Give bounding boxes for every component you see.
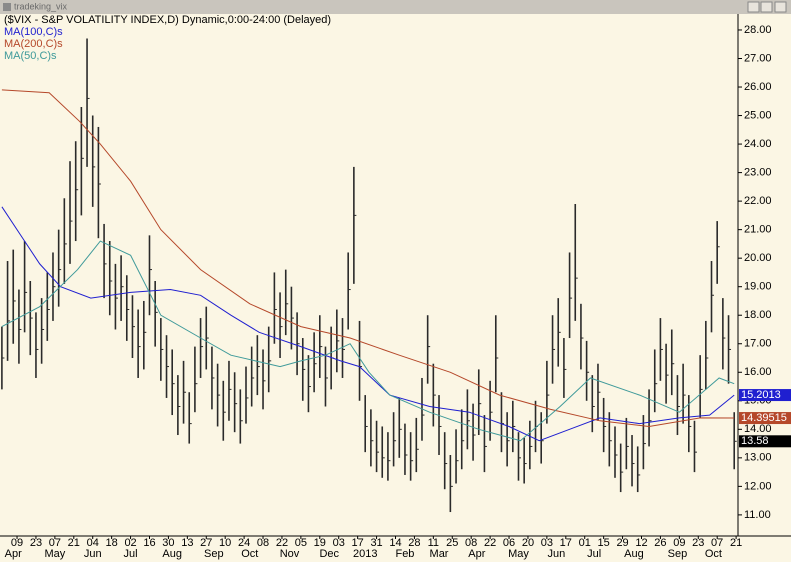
x-tick-label: 26: [654, 537, 666, 549]
close-button[interactable]: [774, 1, 787, 13]
chart-title: ($VIX - S&P VOLATILITY INDEX,D) Dynamic,…: [4, 14, 331, 26]
y-tick-label: 19.00: [744, 281, 772, 293]
x-tick-label: 29: [616, 537, 628, 549]
y-tick-label: 27.00: [744, 52, 772, 64]
month-label: Jul: [124, 548, 138, 560]
x-tick-label: 08: [257, 537, 269, 549]
x-tick-label: 07: [49, 537, 61, 549]
last-value-label: 14.39515: [741, 412, 787, 424]
y-tick-label: 11.00: [744, 509, 771, 521]
y-tick-label: 14.00: [744, 423, 772, 435]
month-label: Dec: [319, 548, 339, 560]
last-value-label: 15.2013: [741, 389, 781, 401]
month-label: Apr: [5, 548, 22, 560]
x-tick-label: 09: [11, 537, 23, 549]
x-tick-label: 24: [238, 537, 250, 549]
last-value-box: [739, 412, 791, 425]
x-tick-label: 25: [446, 537, 458, 549]
month-label: 2013: [353, 548, 377, 560]
month-label: Sep: [668, 548, 688, 560]
title-bar: [0, 0, 791, 14]
legend-entry: MA(50,C)s: [4, 50, 57, 62]
x-tick-label: 08: [465, 537, 477, 549]
month-label: Jun: [547, 548, 565, 560]
month-label: Oct: [241, 548, 258, 560]
x-tick-label: 18: [106, 537, 118, 549]
x-tick-label: 21: [730, 537, 742, 549]
last-value-box: [739, 435, 791, 448]
x-tick-label: 23: [692, 537, 704, 549]
y-tick-label: 26.00: [744, 81, 772, 93]
y-tick-label: 24.00: [744, 138, 772, 150]
y-tick-label: 18.00: [744, 309, 772, 321]
y-tick-label: 25.00: [744, 109, 772, 121]
month-label: May: [508, 548, 529, 560]
x-tick-label: 09: [673, 537, 685, 549]
x-tick-label: 22: [276, 537, 288, 549]
month-label: Nov: [280, 548, 300, 560]
last-value-box: [739, 389, 791, 402]
x-tick-label: 28: [408, 537, 420, 549]
x-tick-label: 04: [87, 537, 99, 549]
maximize-button[interactable]: [760, 1, 773, 13]
x-tick-label: 10: [219, 537, 231, 549]
x-tick-label: 16: [143, 537, 155, 549]
moving-average-line: [1, 89, 735, 428]
y-tick-label: 20.00: [744, 252, 772, 264]
month-label: May: [44, 548, 65, 560]
x-tick-label: 05: [295, 537, 307, 549]
x-tick-label: 12: [635, 537, 647, 549]
x-tick-label: 03: [541, 537, 553, 549]
window-icon: [3, 3, 11, 11]
last-value-label: 13.58: [741, 435, 769, 447]
y-tick-label: 22.00: [744, 195, 772, 207]
x-tick-label: 21: [68, 537, 80, 549]
legend-entry: MA(100,C)s: [4, 26, 63, 38]
x-tick-label: 23: [30, 537, 42, 549]
x-tick-label: 13: [181, 537, 193, 549]
minimize-button[interactable]: [747, 1, 760, 13]
window-title: tradeking_vix: [14, 1, 68, 11]
y-tick-label: 16.00: [744, 366, 772, 378]
x-tick-label: 22: [484, 537, 496, 549]
y-tick-label: 23.00: [744, 167, 772, 179]
x-tick-label: 03: [333, 537, 345, 549]
month-label: Jul: [587, 548, 601, 560]
y-tick-label: 21.00: [744, 224, 772, 236]
month-label: Aug: [162, 548, 182, 560]
x-tick-label: 31: [370, 537, 382, 549]
x-tick-label: 30: [162, 537, 174, 549]
x-tick-label: 15: [598, 537, 610, 549]
x-tick-label: 14: [389, 537, 401, 549]
x-tick-label: 02: [124, 537, 136, 549]
x-tick-label: 01: [579, 537, 591, 549]
month-label: Feb: [395, 548, 414, 560]
x-tick-label: 17: [352, 537, 364, 549]
y-tick-label: 13.00: [744, 452, 772, 464]
month-label: Oct: [705, 548, 722, 560]
x-tick-label: 19: [314, 537, 326, 549]
y-tick-label: 12.00: [744, 480, 772, 492]
moving-average-line: [1, 240, 735, 442]
moving-average-line: [1, 206, 735, 442]
x-tick-label: 07: [711, 537, 723, 549]
legend-entry: MA(200,C)s: [4, 38, 63, 50]
x-tick-label: 06: [503, 537, 515, 549]
y-tick-label: 17.00: [744, 338, 772, 350]
y-tick-label: 28.00: [744, 24, 772, 36]
x-tick-label: 11: [428, 537, 439, 549]
x-tick-label: 27: [200, 537, 212, 549]
month-label: Aug: [624, 548, 644, 560]
x-tick-label: 17: [560, 537, 572, 549]
x-tick-label: 20: [522, 537, 534, 549]
month-label: Apr: [468, 548, 485, 560]
month-label: Sep: [204, 548, 224, 560]
month-label: Mar: [430, 548, 449, 560]
month-label: Jun: [84, 548, 102, 560]
